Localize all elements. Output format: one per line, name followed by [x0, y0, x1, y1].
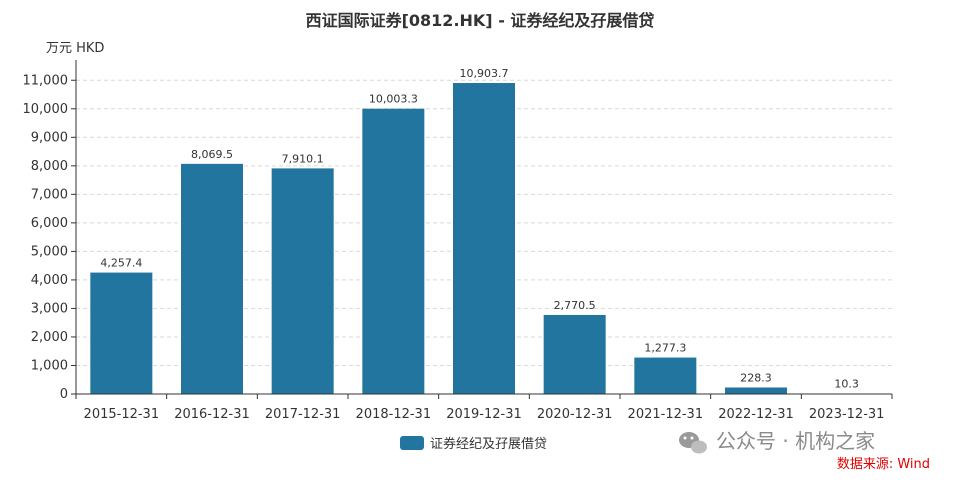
- y-axis-unit: 万元 HKD: [46, 41, 104, 56]
- y-tick-label: 7,000: [31, 187, 68, 202]
- x-tick-label: 2019-12-31: [446, 407, 522, 422]
- wechat-icon: [679, 432, 707, 454]
- y-tick-label: 4,000: [31, 273, 68, 288]
- x-axis-ticks: 2015-12-31 2016-12-31 2017-12-31 2018-12-31…: [75, 394, 893, 422]
- x-tick-label: 2023-12-31: [809, 407, 885, 422]
- chart-title: 西证国际证券[0812.HK] - 证券经纪及孖展借贷: [306, 11, 655, 30]
- bar-value-label: 1,277.3: [644, 342, 686, 355]
- legend[interactable]: 证券经纪及孖展借贷: [400, 436, 547, 452]
- bar[interactable]: [725, 387, 787, 394]
- y-tick-label: 3,000: [31, 301, 68, 316]
- bar-value-label: 10,903.7: [460, 67, 509, 80]
- bar[interactable]: [634, 357, 697, 394]
- bar[interactable]: [271, 168, 334, 394]
- bar-value-label: 7,910.1: [282, 152, 324, 165]
- x-tick-label: 2017-12-31: [265, 407, 341, 422]
- bar[interactable]: [362, 108, 425, 395]
- bars: [90, 83, 878, 395]
- legend-label[interactable]: 证券经纪及孖展借贷: [430, 436, 547, 452]
- bar[interactable]: [453, 83, 515, 395]
- watermark: 公众号 · 机构之家: [679, 429, 875, 454]
- x-tick-label: 2020-12-31: [537, 407, 613, 422]
- bar-value-label: 4,257.4: [100, 257, 142, 270]
- y-tick-label: 5,000: [31, 244, 68, 259]
- y-tick-label: 1,000: [31, 358, 68, 373]
- x-tick-label: 2018-12-31: [356, 407, 432, 422]
- x-tick-label: 2016-12-31: [174, 407, 250, 422]
- axes: [75, 60, 892, 395]
- x-tick-label: 2015-12-31: [84, 407, 160, 422]
- bar-value-labels: 4,257.4 8,069.5 7,910.1 10,003.3 10,903.7 2,7…: [100, 67, 859, 391]
- bar[interactable]: [543, 314, 606, 394]
- bar-value-label: 8,069.5: [191, 148, 233, 161]
- y-tick-label: 8,000: [31, 159, 68, 174]
- x-tick-label: 2021-12-31: [628, 407, 704, 422]
- y-axis-ticks: 0 1,000 2,000 3,000 4,000 5,000 6,000 7,000 8,00…: [23, 73, 76, 402]
- data-source: 数据来源: Wind: [837, 457, 930, 472]
- watermark-text: 公众号 · 机构之家: [716, 429, 875, 453]
- x-tick-label: 2022-12-31: [718, 407, 794, 422]
- bar[interactable]: [181, 163, 243, 394]
- bar-value-label: 228.3: [740, 371, 772, 384]
- bar-value-label: 10.3: [834, 378, 859, 391]
- bar-value-label: 10,003.3: [369, 93, 418, 106]
- y-tick-label: 9,000: [31, 130, 68, 145]
- y-tick-label: 2,000: [31, 330, 68, 345]
- bar-value-label: 2,770.5: [554, 299, 596, 312]
- legend-swatch[interactable]: [400, 436, 424, 450]
- y-tick-label: 11,000: [23, 73, 69, 88]
- bar[interactable]: [90, 272, 153, 394]
- y-tick-label: 6,000: [31, 216, 68, 231]
- y-tick-label: 0: [60, 387, 68, 402]
- y-tick-label: 10,000: [23, 102, 69, 117]
